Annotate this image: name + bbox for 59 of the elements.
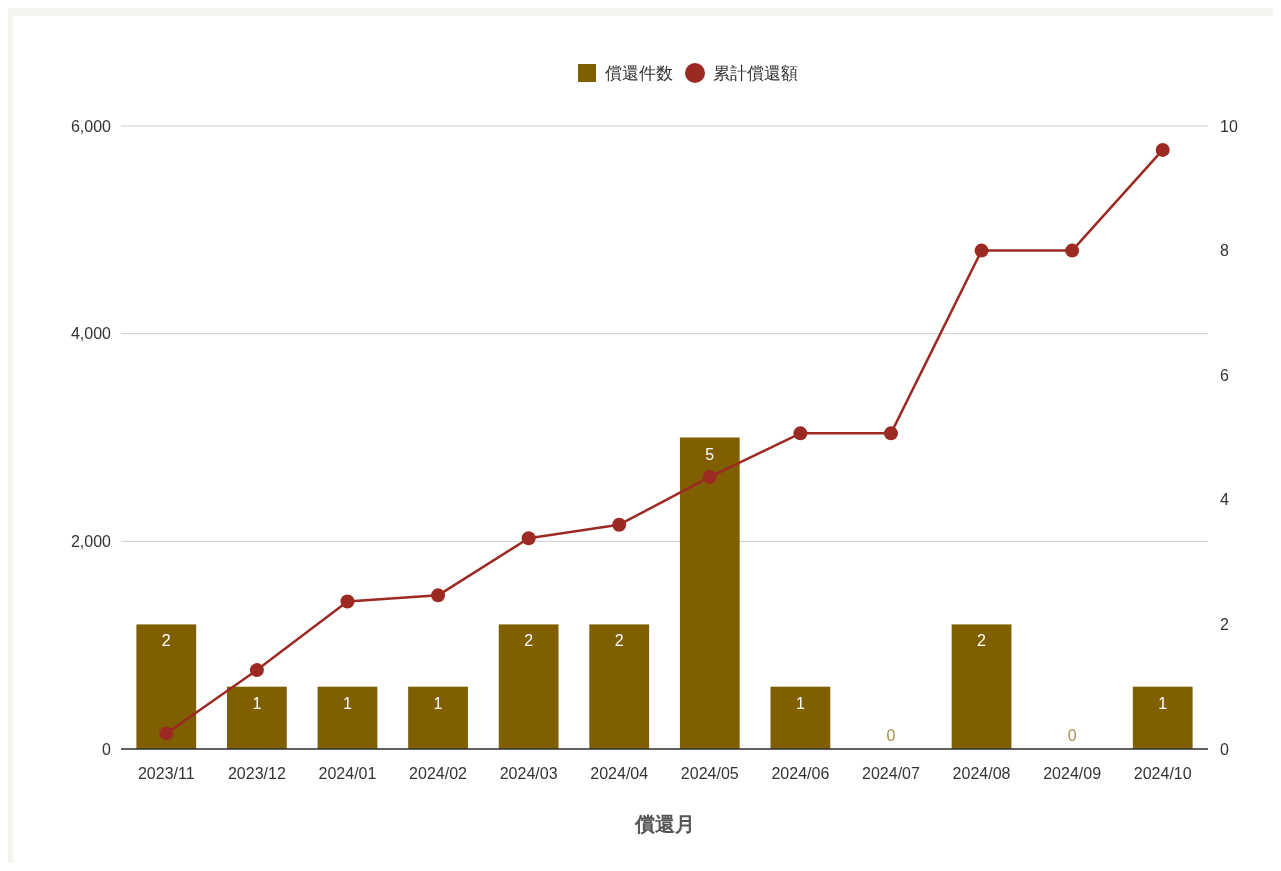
bar xyxy=(498,624,559,749)
data-label: 1 xyxy=(795,694,805,712)
y2-tick-label: 4 xyxy=(1220,491,1229,509)
x-tick-label: 2024/01 xyxy=(318,765,377,782)
point xyxy=(612,517,627,532)
data-label: 1 xyxy=(252,694,262,712)
data-label: 5 xyxy=(705,445,715,463)
y-tick-label: 4,000 xyxy=(70,325,112,343)
y2-tick-label: 0 xyxy=(1220,740,1229,758)
x-tick-label: 2024/07 xyxy=(862,765,920,782)
x-tick-label: 2024/08 xyxy=(952,765,1011,782)
data-label: 1 xyxy=(433,694,443,712)
y2-tick-label: 8 xyxy=(1220,242,1229,260)
bar xyxy=(951,624,1012,749)
bar xyxy=(226,686,287,749)
point xyxy=(159,726,174,741)
data-label: 0 xyxy=(886,727,896,744)
y-tick-label: 6,000 xyxy=(70,117,112,135)
data-label: 1 xyxy=(1158,694,1168,712)
bar xyxy=(589,624,650,749)
x-tick-label: 2023/12 xyxy=(227,765,286,782)
x-tick-label: 2024/05 xyxy=(680,765,739,782)
y2-tick-label: 2 xyxy=(1220,616,1229,633)
y-tick-label: 2,000 xyxy=(70,532,112,550)
x-tick-label: 2024/03 xyxy=(499,765,558,782)
point xyxy=(340,594,355,609)
x-tick-label: 2024/04 xyxy=(590,765,649,782)
point xyxy=(1155,142,1170,157)
x-tick-label: 2024/06 xyxy=(771,765,830,782)
point xyxy=(974,243,989,258)
x-tick-label: 2024/09 xyxy=(1043,765,1102,782)
legend-label: 累計償還額 xyxy=(713,63,798,83)
bar xyxy=(317,686,378,749)
x-tick-label: 2024/10 xyxy=(1133,765,1192,782)
data-label: 2 xyxy=(977,632,987,650)
bar xyxy=(408,686,468,749)
bar xyxy=(770,686,831,749)
x-tick-label: 2024/02 xyxy=(409,765,468,782)
point xyxy=(521,531,536,546)
y2-tick-label: 6 xyxy=(1220,366,1229,384)
point xyxy=(793,426,808,441)
point xyxy=(431,588,446,603)
point xyxy=(1065,243,1080,258)
bar xyxy=(136,624,197,749)
data-label: 2 xyxy=(524,632,534,650)
data-label: 0 xyxy=(1067,727,1077,744)
point xyxy=(702,469,717,484)
point xyxy=(883,426,898,441)
x-tick-label: 2023/11 xyxy=(137,765,195,782)
y-tick-label: 0 xyxy=(102,740,112,758)
y2-tick-label: 10 xyxy=(1220,117,1238,135)
point xyxy=(249,663,264,678)
data-label: 1 xyxy=(343,694,353,712)
legend-label: 償還件数 xyxy=(605,63,673,83)
data-label: 2 xyxy=(614,632,624,650)
bar xyxy=(1132,686,1193,749)
x-axis-title: 償還月 xyxy=(633,813,695,835)
data-label: 2 xyxy=(161,632,171,650)
bar xyxy=(679,437,740,749)
